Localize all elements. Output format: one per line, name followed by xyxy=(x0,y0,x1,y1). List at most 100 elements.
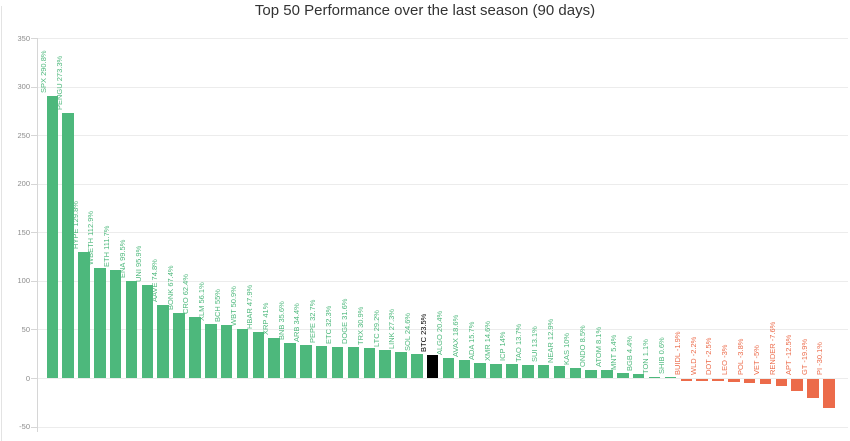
bar-ton[interactable] xyxy=(648,376,661,378)
bar-spx[interactable] xyxy=(46,95,58,378)
bar-buidl[interactable] xyxy=(680,379,692,381)
bar-cro[interactable] xyxy=(189,317,201,378)
bar-aave[interactable] xyxy=(157,305,169,378)
bar-pi[interactable] xyxy=(823,379,835,409)
bar-label: WBT 50.9% xyxy=(228,285,238,326)
bar-label: PI -30.1% xyxy=(815,342,825,375)
bar-label: GT -19.9% xyxy=(799,338,809,375)
y-axis-tick-label: 350 xyxy=(17,33,30,43)
bar-ena[interactable] xyxy=(125,281,138,378)
bar-pengu[interactable] xyxy=(62,112,74,378)
bar-pepe[interactable] xyxy=(315,346,328,378)
bar-label: NEAR 12.9% xyxy=(546,318,555,363)
y-axis-tick-label: 250 xyxy=(17,130,30,140)
bar-eth[interactable] xyxy=(109,269,122,378)
bar-label: TAO 13.7% xyxy=(514,323,524,362)
bar-pol[interactable] xyxy=(743,379,756,383)
bar-label: LINK 27.3% xyxy=(387,308,397,349)
bar-wbt[interactable] xyxy=(236,328,249,378)
bar-bch[interactable] xyxy=(220,324,233,378)
bar-xmr[interactable] xyxy=(490,363,502,378)
bar-label: ENA 99.5% xyxy=(118,239,127,279)
bar-label: PEPE 32.7% xyxy=(308,299,318,344)
grid-line xyxy=(37,183,848,185)
y-axis-tick xyxy=(31,378,37,379)
bar-wbeth[interactable] xyxy=(94,268,106,378)
bar-label: DOT -2.5% xyxy=(704,337,714,375)
bar-label: ETH 111.7% xyxy=(102,225,112,267)
bar-shib[interactable] xyxy=(664,377,677,378)
bar-xrp[interactable] xyxy=(268,338,280,378)
grid-line xyxy=(37,86,848,88)
bar-dot[interactable] xyxy=(712,379,724,382)
bar-mnt[interactable] xyxy=(617,372,629,378)
bar-sol[interactable] xyxy=(411,354,423,378)
bar-label: BCH 55% xyxy=(213,288,223,322)
bar-tao[interactable] xyxy=(522,364,534,378)
bar-label: PENGU 273.3% xyxy=(54,55,64,110)
bar-ada[interactable] xyxy=(474,362,486,378)
bar-sui[interactable] xyxy=(537,365,550,378)
bar-label: ETC 32.3% xyxy=(324,305,334,344)
bar-label: WLD -2.2% xyxy=(688,336,698,375)
bar-label: WBETH 112.9% xyxy=(86,211,96,266)
bar-label: UNI 95.9% xyxy=(133,245,143,282)
bar-label: SPX 290.8% xyxy=(38,49,48,93)
bar-gt[interactable] xyxy=(807,379,819,399)
bar-btc[interactable] xyxy=(426,355,439,378)
bar-bnb[interactable] xyxy=(284,343,296,378)
bar-near[interactable] xyxy=(553,365,566,378)
bar-uni[interactable] xyxy=(141,284,154,378)
bar-label: SUI 13.1% xyxy=(530,326,540,363)
bar-label: BNB 35.6% xyxy=(276,301,286,341)
bar-trx[interactable] xyxy=(363,348,375,378)
bar-bonk[interactable] xyxy=(173,312,185,378)
bar-label: LTC 29.2% xyxy=(371,309,381,347)
bar-label: AVAX 18.6% xyxy=(450,314,460,357)
y-axis-tick-label: 200 xyxy=(17,179,30,189)
bar-vet[interactable] xyxy=(759,379,772,384)
grid-line xyxy=(37,280,848,282)
y-axis-tick xyxy=(31,38,37,39)
bar-label: HBAR 47.9% xyxy=(244,284,254,329)
grid-line xyxy=(37,232,848,234)
bar-apt[interactable] xyxy=(791,379,803,392)
bar-label: CRO 62.4% xyxy=(181,274,191,315)
bar-label: BUIDL -1.9% xyxy=(672,331,682,376)
bar-label: TON 1.1% xyxy=(641,339,650,374)
grid-line xyxy=(37,378,848,379)
bar-wld[interactable] xyxy=(696,379,708,382)
bar-link[interactable] xyxy=(395,351,407,378)
bar-leo[interactable] xyxy=(728,379,740,382)
bar-label: HYPE 129.8% xyxy=(70,200,80,249)
bar-algo[interactable] xyxy=(442,358,455,378)
bar-atom[interactable] xyxy=(601,370,613,378)
bar-bgb[interactable] xyxy=(632,373,645,378)
bar-label: VET -5% xyxy=(752,345,761,375)
bar-arb[interactable] xyxy=(300,344,312,378)
panel-left-border xyxy=(1,6,2,441)
y-axis-tick xyxy=(31,135,37,137)
bar-xlm[interactable] xyxy=(205,323,217,378)
y-axis-tick-label: -50 xyxy=(19,422,30,432)
y-axis-tick xyxy=(31,232,37,234)
bar-render[interactable] xyxy=(775,379,788,387)
bar-label: ARB 34.4% xyxy=(292,302,302,342)
bar-avax[interactable] xyxy=(458,359,471,378)
bar-doge[interactable] xyxy=(347,347,360,378)
grid-line xyxy=(37,329,848,331)
bar-hbar[interactable] xyxy=(252,331,264,378)
y-axis-tick xyxy=(31,183,37,185)
y-axis-tick-label: 50 xyxy=(21,324,30,334)
bar-icp[interactable] xyxy=(506,364,518,378)
bar-etc[interactable] xyxy=(331,346,344,378)
bar-label: BONK 67.4% xyxy=(165,264,175,310)
bar-ondo[interactable] xyxy=(585,369,597,378)
bar-kas[interactable] xyxy=(569,368,581,378)
bar-label: SHIB 0.6% xyxy=(656,337,666,374)
bar-label: SOL 24.6% xyxy=(403,313,413,352)
bar-hype[interactable] xyxy=(78,251,90,378)
bar-ltc[interactable] xyxy=(379,349,391,378)
y-axis-tick-label: 150 xyxy=(17,227,30,237)
